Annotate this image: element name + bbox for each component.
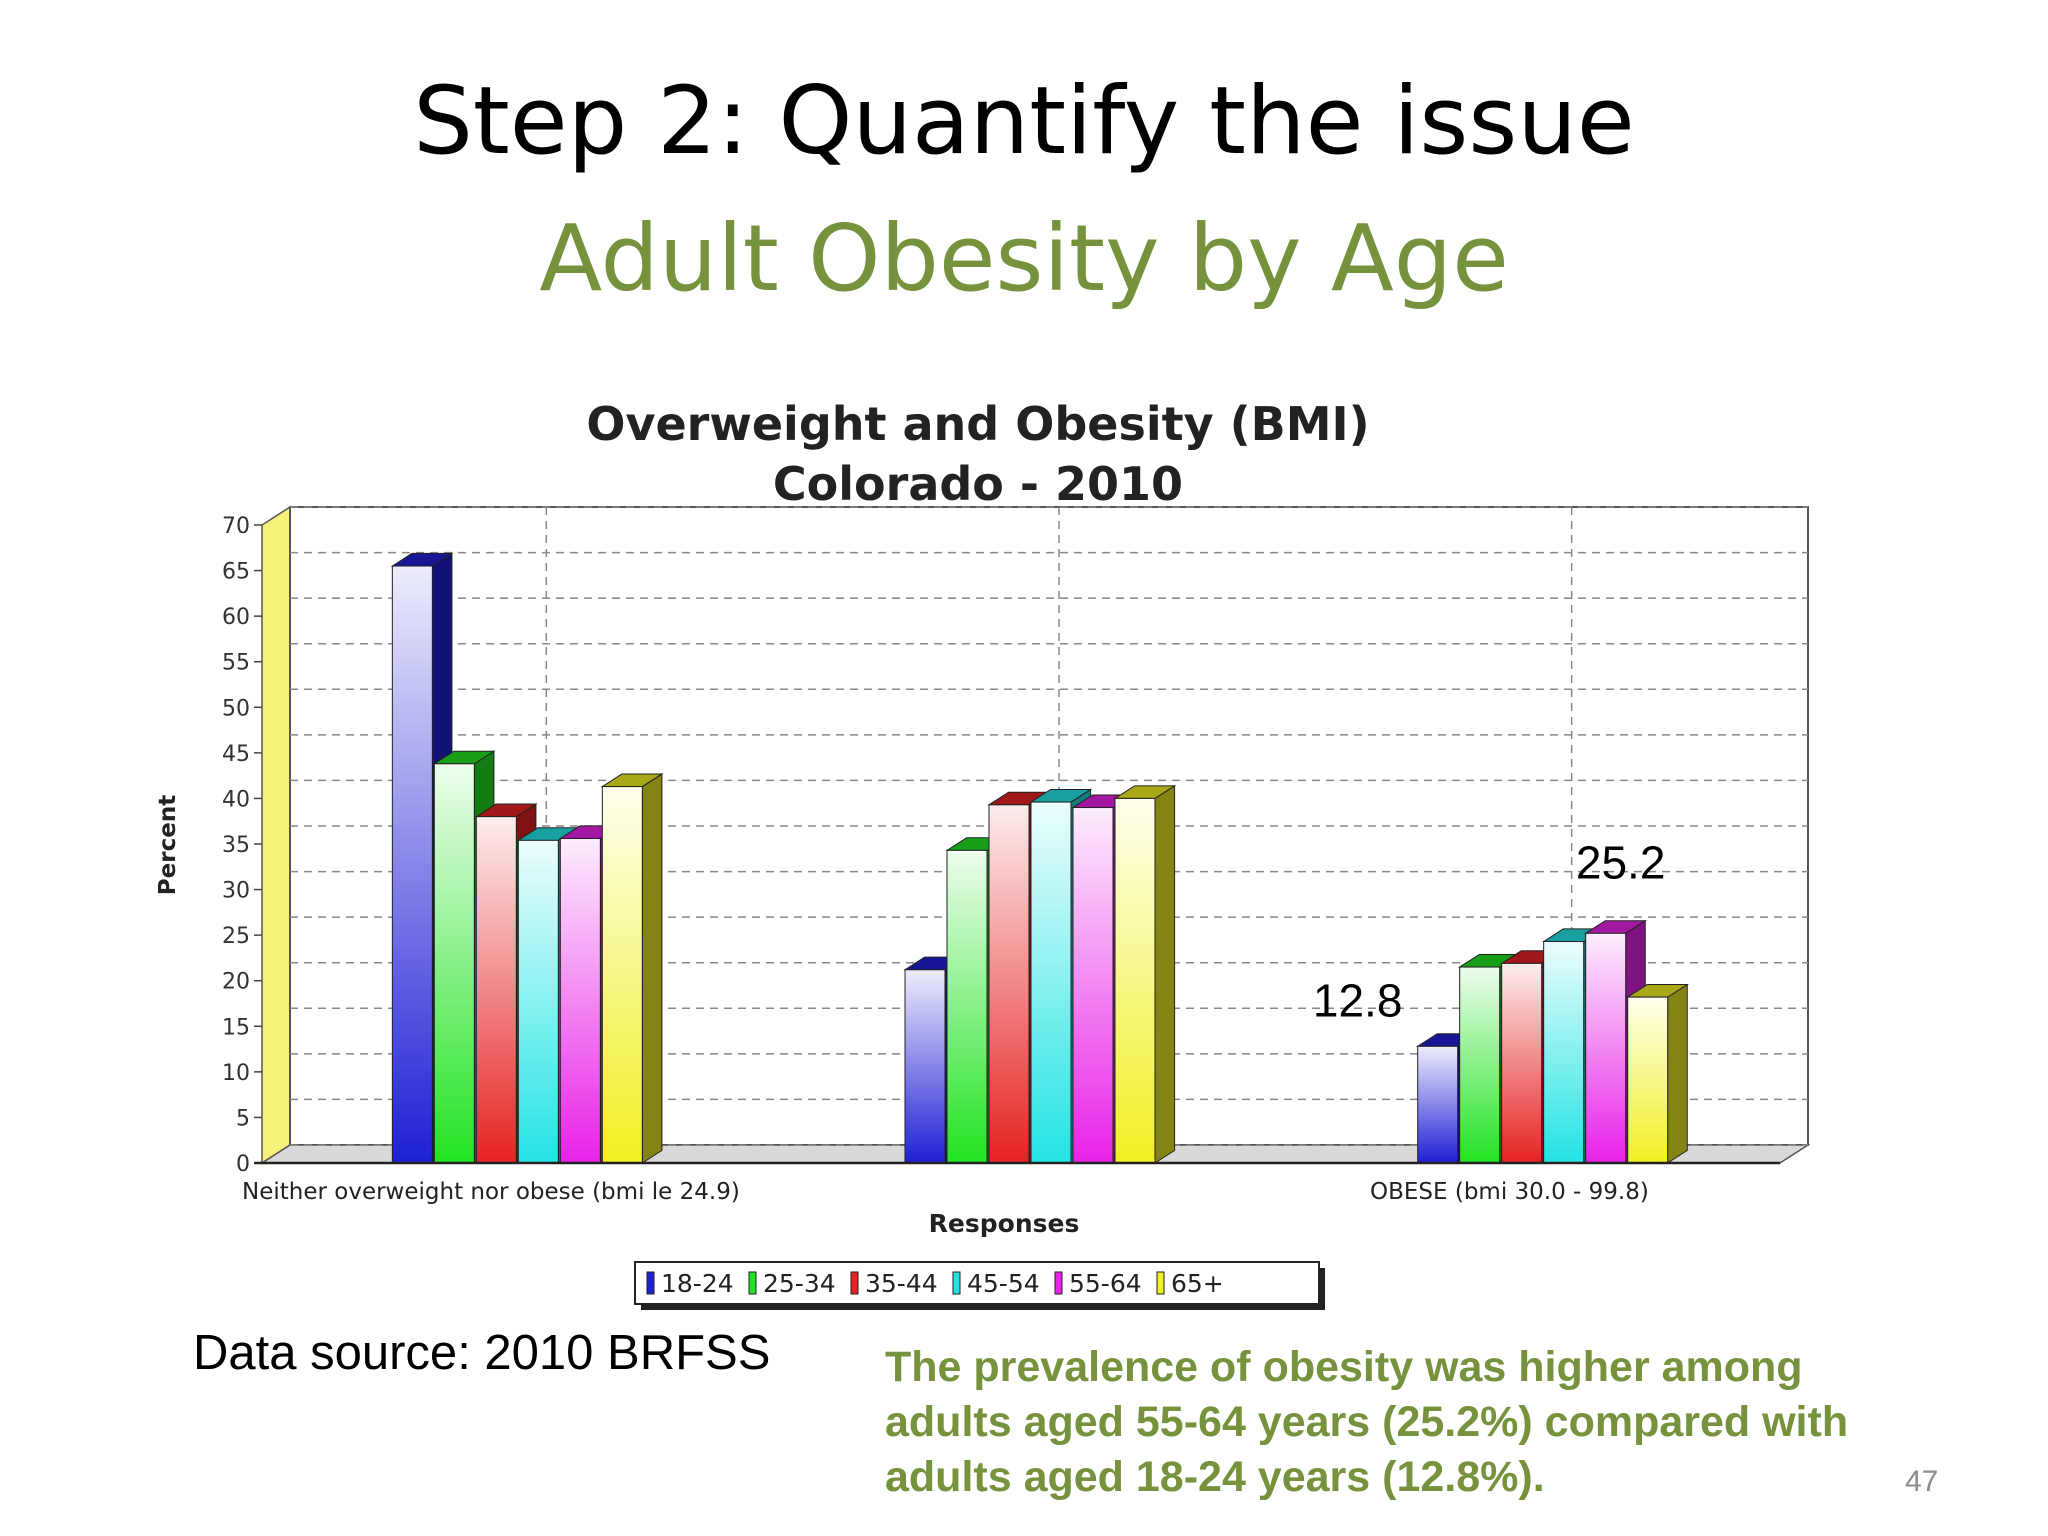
chart-title-line: Colorado - 2010: [773, 457, 1183, 511]
legend-swatch: [952, 1271, 961, 1295]
legend-entry: 18-24: [661, 1269, 734, 1298]
y-tick-label: 30: [222, 879, 250, 904]
data-label: 12.8: [1313, 974, 1403, 1026]
legend-swatch: [646, 1271, 655, 1295]
x-category-label: OBESE (bmi 30.0 - 99.8): [1370, 1179, 1649, 1205]
x-axis-title: Responses: [929, 1209, 1080, 1238]
bar: [1585, 932, 1627, 1164]
bar: [391, 565, 433, 1164]
bar: [1543, 941, 1585, 1164]
bar: [475, 816, 517, 1164]
bar: [904, 969, 946, 1164]
y-axis-title: Percent: [155, 795, 181, 895]
bar: [988, 804, 1030, 1164]
bar: [601, 786, 643, 1164]
chart-caption: The prevalence of obesity was higher amo…: [885, 1340, 2005, 1505]
legend-swatch: [850, 1271, 859, 1295]
legend-entry: 45-54: [967, 1269, 1040, 1298]
legend-swatch: [748, 1271, 757, 1295]
chart-legend: 18-24 25-34 35-44 45-54 55-64 65+: [634, 1261, 1325, 1310]
x-category-label: Neither overweight nor obese (bmi le 24.…: [242, 1179, 740, 1205]
y-tick-label: 35: [222, 833, 250, 858]
bar: [1114, 797, 1156, 1164]
legend-entry: 25-34: [763, 1269, 836, 1298]
bar: [1030, 801, 1072, 1164]
legend-entry: 35-44: [865, 1269, 938, 1298]
data-label: 25.2: [1576, 836, 1666, 888]
y-tick-label: 70: [222, 514, 250, 539]
bar: [1627, 996, 1669, 1164]
y-tick-label: 0: [236, 1152, 250, 1177]
y-tick-label: 25: [222, 924, 250, 949]
y-tick-label: 10: [222, 1061, 250, 1086]
legend-swatch: [1156, 1271, 1165, 1295]
bar-side: [1667, 983, 1688, 1164]
y-tick-label: 40: [222, 787, 250, 812]
y-tick-label: 55: [222, 651, 250, 676]
y-tick-label: 20: [222, 970, 250, 995]
y-tick-label: 5: [236, 1106, 250, 1131]
y-tick-label: 60: [222, 605, 250, 630]
bar: [1417, 1045, 1459, 1164]
bar: [1072, 807, 1114, 1164]
chart-title-line: Overweight and Obesity (BMI): [586, 397, 1369, 451]
y-tick-label: 45: [222, 742, 250, 767]
legend-swatch: [1054, 1271, 1063, 1295]
y-tick-label: 65: [222, 560, 250, 585]
caption-line: adults aged 55-64 years (25.2%) compared…: [885, 1398, 1849, 1447]
slide-title: Step 2: Quantify the issue: [413, 67, 1635, 176]
y-tick-label: 50: [222, 696, 250, 721]
slide-number: 47: [1905, 1465, 1939, 1498]
y-tick-label: 15: [222, 1015, 250, 1040]
caption-line: adults aged 18-24 years (12.8%).: [885, 1453, 1545, 1502]
caption-line: The prevalence of obesity was higher amo…: [885, 1343, 1803, 1391]
bar: [1501, 962, 1543, 1164]
bar: [559, 838, 601, 1164]
left-side-wall: [261, 505, 291, 1165]
legend-entry: 55-64: [1069, 1269, 1142, 1298]
bar: [946, 849, 988, 1164]
bar: [433, 763, 475, 1164]
bar: [1459, 966, 1501, 1164]
bar: [517, 839, 559, 1164]
data-source-note: Data source: 2010 BRFSS: [193, 1326, 771, 1380]
slide-subtitle: Adult Obesity by Age: [539, 205, 1509, 312]
legend-entry: 65+: [1171, 1269, 1224, 1298]
bar-side: [1154, 784, 1176, 1164]
bar-side: [641, 773, 663, 1164]
